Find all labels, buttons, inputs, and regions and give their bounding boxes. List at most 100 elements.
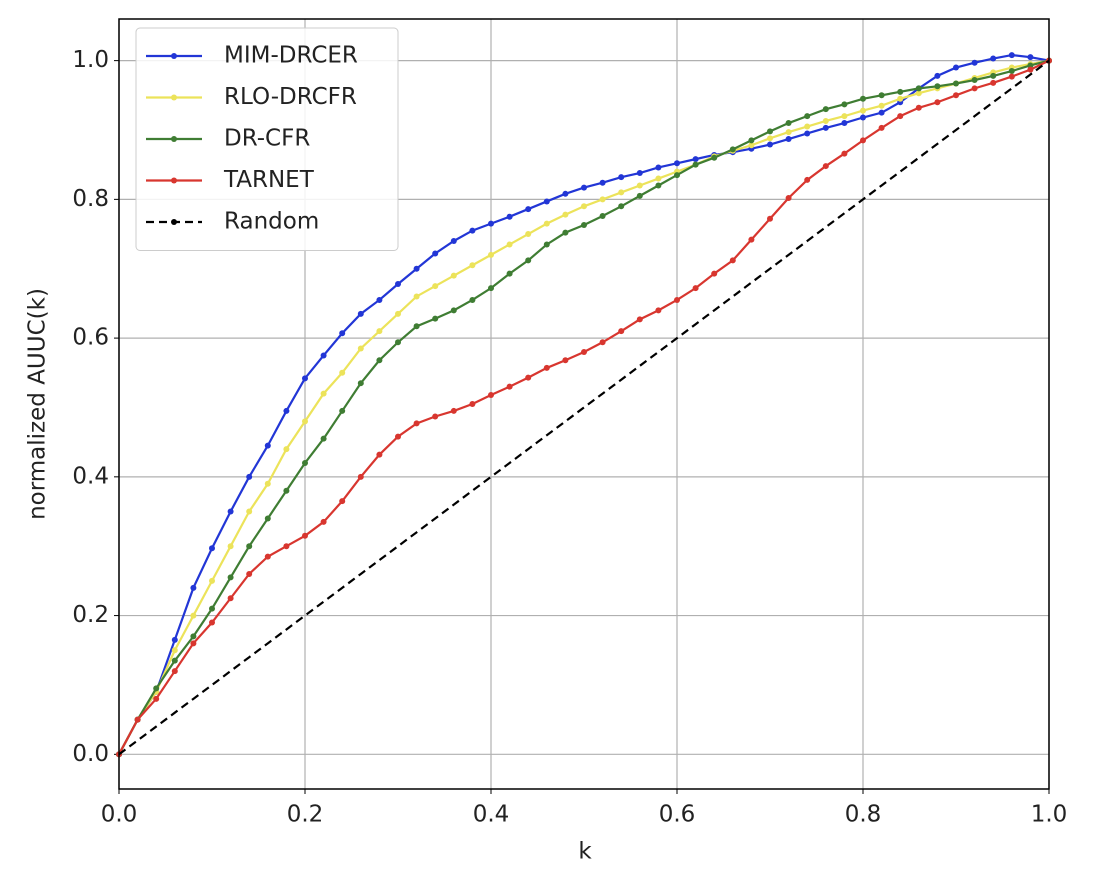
point [357, 380, 364, 387]
point [767, 135, 773, 142]
point [376, 451, 383, 458]
point [488, 391, 494, 398]
point [153, 685, 160, 692]
point [729, 257, 736, 264]
point [525, 374, 532, 381]
x-tick-label: 1.0 [1031, 802, 1068, 828]
legend-label: DR-CFR [224, 126, 310, 152]
point [785, 120, 792, 127]
point [134, 716, 141, 723]
point [227, 543, 234, 550]
point [488, 251, 494, 258]
point [767, 141, 773, 148]
point [953, 92, 959, 99]
point [934, 83, 941, 90]
point [469, 262, 476, 269]
point [581, 203, 587, 210]
point [618, 174, 625, 181]
point [674, 172, 680, 179]
point [543, 198, 550, 205]
point [860, 95, 866, 102]
point [897, 88, 904, 95]
point [246, 543, 253, 550]
point [822, 163, 829, 170]
point [897, 113, 904, 120]
point [841, 113, 848, 120]
point [692, 156, 699, 163]
point [636, 182, 643, 189]
point [748, 236, 755, 243]
point [934, 99, 941, 106]
point [227, 595, 234, 602]
point [636, 316, 643, 323]
point [767, 215, 773, 222]
point [934, 72, 941, 79]
x-tick-label: 0.0 [101, 802, 138, 828]
point [953, 64, 959, 71]
point [804, 123, 811, 130]
point [599, 196, 606, 203]
point [190, 633, 197, 640]
y-tick-label: 0.2 [72, 602, 109, 628]
point [190, 584, 197, 591]
point [711, 154, 718, 161]
point [1008, 68, 1015, 75]
point [841, 101, 848, 108]
point [562, 229, 569, 236]
point [953, 80, 959, 87]
y-tick-label: 0.4 [72, 463, 109, 489]
point [581, 348, 587, 355]
point [171, 657, 178, 664]
point [246, 570, 253, 577]
legend: MIM-DRCER RLO-DRCFR DR-CFR TARNET Random [135, 27, 399, 251]
point [302, 418, 308, 425]
point [506, 270, 513, 277]
series-line [118, 59, 1050, 756]
point [599, 179, 606, 186]
point [581, 222, 587, 229]
point [357, 310, 364, 317]
point [581, 184, 587, 191]
point [506, 213, 513, 220]
point [804, 130, 811, 137]
point [674, 296, 680, 303]
point [915, 85, 922, 92]
point [339, 369, 346, 376]
point [860, 114, 866, 121]
point [376, 296, 383, 303]
point [1008, 73, 1015, 80]
point [506, 383, 513, 390]
y-tick-label: 0.8 [72, 186, 109, 212]
legend-marker [171, 94, 177, 101]
legend-marker [171, 219, 177, 225]
point [971, 77, 978, 84]
point [562, 357, 569, 364]
point [841, 150, 848, 157]
legend-label: Random [224, 209, 319, 235]
point [413, 420, 420, 427]
y-tick-label: 0.6 [72, 325, 109, 351]
point [469, 227, 476, 234]
point [209, 619, 215, 626]
point [804, 176, 811, 183]
x-tick-label: 0.2 [287, 802, 324, 828]
point [636, 170, 643, 176]
point [860, 137, 866, 144]
x-tick-label: 0.4 [473, 802, 510, 828]
point [711, 270, 718, 277]
plot-frame [118, 18, 1050, 790]
point [302, 459, 308, 466]
point [395, 339, 401, 346]
point [357, 345, 364, 352]
point [822, 106, 829, 113]
point [506, 241, 513, 248]
y-tick-label: 0.0 [72, 741, 109, 767]
point [264, 553, 271, 560]
point [822, 117, 829, 124]
point [878, 124, 885, 131]
x-tick-label: 0.6 [659, 802, 696, 828]
point [655, 307, 662, 314]
point [450, 272, 457, 279]
point [748, 142, 755, 149]
